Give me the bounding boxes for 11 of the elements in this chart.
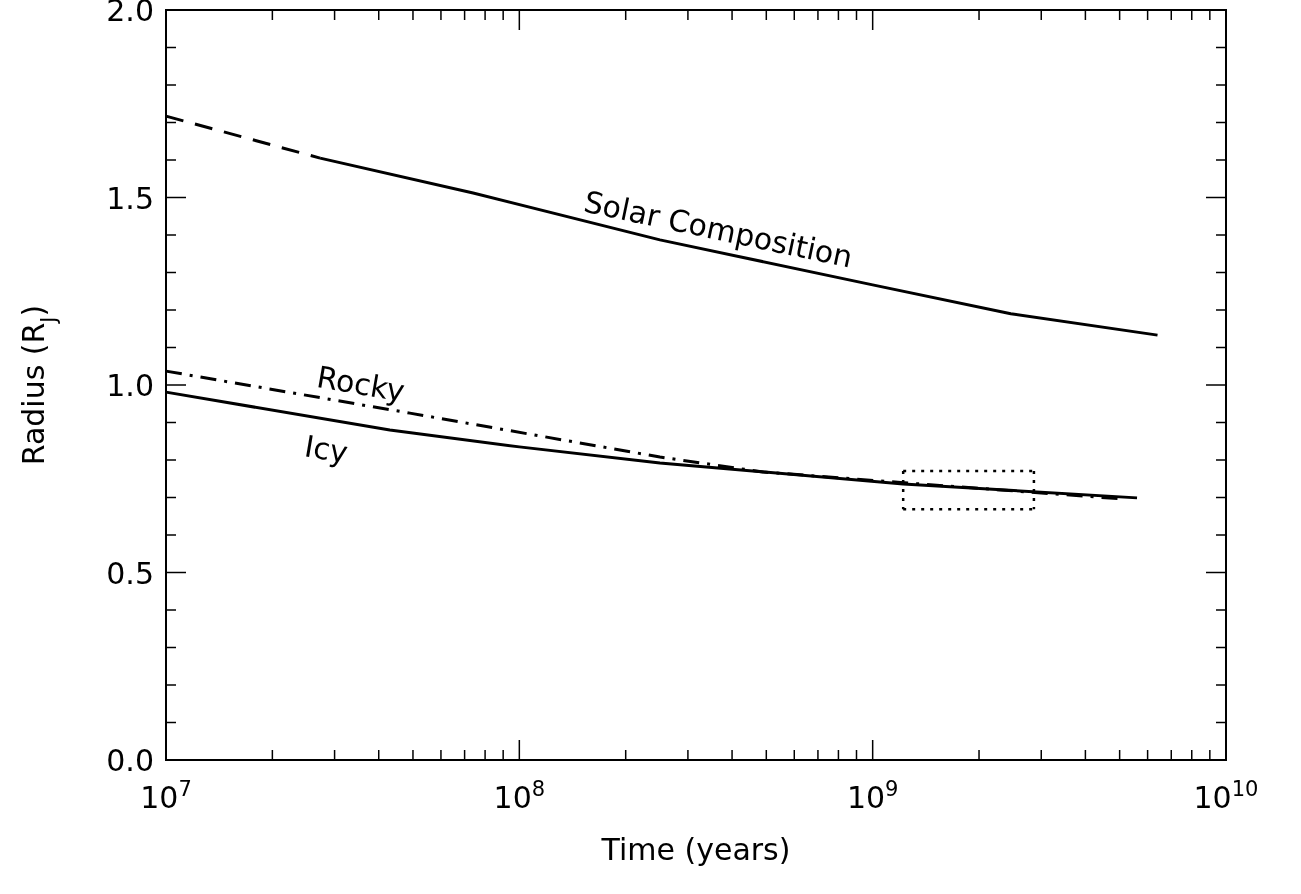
x-tick-label: 10$^{10}$ xyxy=(1193,777,1259,815)
x-tick-label: 10$^{7}$ xyxy=(140,777,192,815)
x-tick-label: 10$^{9}$ xyxy=(846,777,899,815)
y-tick-label: 1.5 xyxy=(106,180,154,216)
y-tick-label: 0.0 xyxy=(106,743,154,778)
text: Rocky xyxy=(314,359,408,409)
y-tick-label: 0.5 xyxy=(106,555,154,591)
text: Icy xyxy=(301,428,351,470)
x-tick-label: 10$^{8}$ xyxy=(493,777,546,815)
y-tick-label: 1.0 xyxy=(106,368,154,403)
x-axis-title: Time (years) xyxy=(600,832,791,867)
